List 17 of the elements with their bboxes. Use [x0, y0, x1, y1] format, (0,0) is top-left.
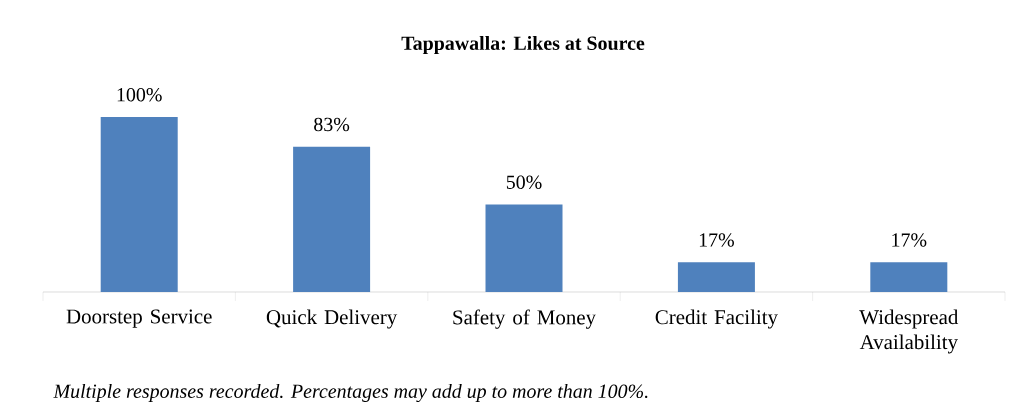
- bar: [677, 262, 755, 292]
- bar: [293, 146, 371, 292]
- x-tick-label: Doorstep Service: [66, 309, 212, 328]
- x-tick-label: Credit Facility: [655, 309, 778, 329]
- data-label: 100%: [117, 87, 162, 102]
- bar: [870, 262, 948, 292]
- chart-title: Tappawalla: Likes at Source: [401, 35, 645, 55]
- data-label: 50%: [506, 175, 542, 189]
- data-label: 83%: [314, 117, 350, 132]
- x-tick-label: Safety of Money: [453, 309, 596, 329]
- x-tick-label: Widespread Availability: [859, 309, 959, 354]
- text: Multiple responses recorded. Percentages may add up to more than 100%.: [53, 383, 648, 403]
- bar: [100, 117, 178, 292]
- data-label: 17%: [892, 233, 927, 247]
- x-tick-label: Quick Delivery: [266, 309, 398, 329]
- bar: [485, 204, 563, 292]
- data-label: 17%: [699, 233, 734, 247]
